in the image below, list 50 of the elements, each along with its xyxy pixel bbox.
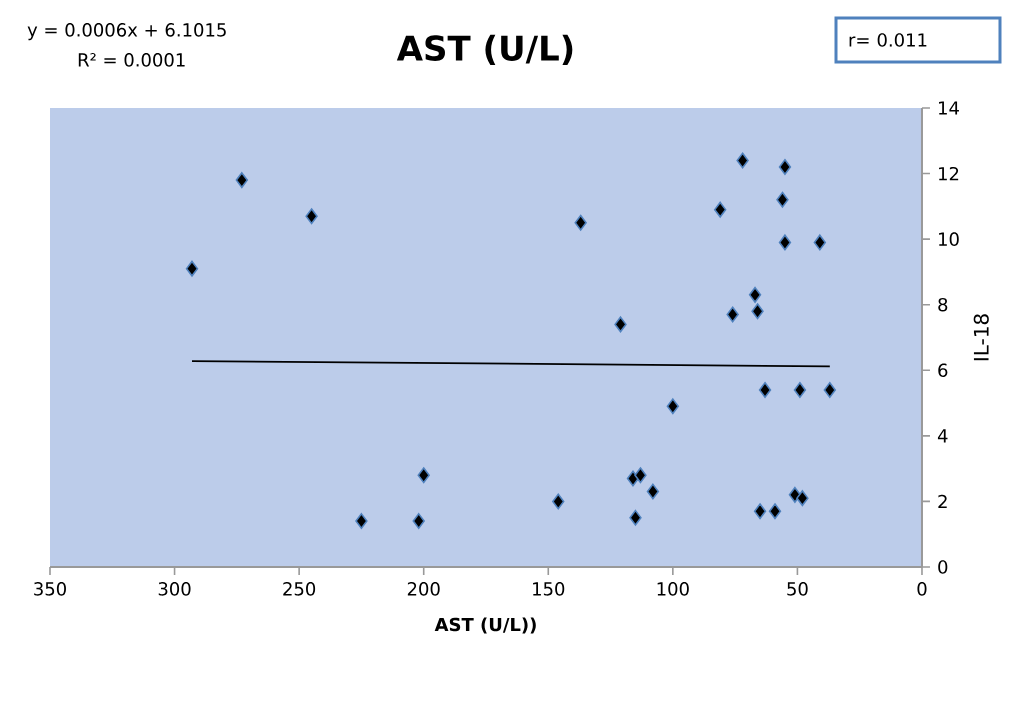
point	[713, 201, 727, 218]
point	[614, 316, 627, 333]
point	[758, 381, 772, 398]
point	[813, 234, 827, 251]
point	[646, 483, 660, 500]
point	[305, 208, 318, 225]
x-tick-label: 100	[657, 582, 689, 596]
x-axis-title: AST (U/L))	[434, 617, 536, 634]
point	[355, 513, 368, 530]
chart-title: AST (U/L)	[396, 34, 573, 65]
point	[736, 152, 749, 169]
point	[751, 303, 764, 320]
x-tick-label: 50	[787, 582, 808, 596]
point	[185, 260, 199, 277]
y-tick-label: 14	[939, 101, 959, 115]
point	[634, 467, 647, 484]
x-tick-label: 350	[34, 582, 66, 596]
point	[823, 381, 836, 398]
point	[412, 513, 425, 530]
y-tick-label: 12	[939, 166, 959, 181]
point	[768, 503, 782, 520]
point	[748, 286, 762, 303]
x-tick-label: 150	[533, 582, 565, 596]
x-tick-label: 0	[917, 582, 927, 596]
point	[793, 381, 807, 398]
y-tick-label: 2	[938, 494, 947, 509]
point	[552, 493, 565, 510]
y-tick-label: 6	[938, 363, 948, 378]
x-tick-label: 200	[407, 582, 440, 596]
y-tick-label: 8	[938, 297, 948, 312]
point	[778, 159, 792, 176]
point	[753, 503, 767, 520]
point	[417, 467, 430, 484]
point	[574, 214, 587, 231]
x-tick-label: 300	[158, 582, 191, 596]
y-axis-title: IL-18	[973, 314, 989, 361]
text: r= 0.011	[849, 33, 927, 47]
point	[726, 306, 739, 323]
point	[235, 172, 249, 189]
point	[796, 490, 809, 507]
point	[776, 191, 789, 208]
point	[778, 234, 792, 251]
text: R² = 0.0001	[78, 53, 185, 67]
y-tick-label: 10	[939, 232, 959, 246]
point	[629, 509, 642, 526]
text: y = 0.0006x + 6.1015	[27, 23, 226, 41]
point	[666, 398, 680, 415]
y-tick-label: 4	[937, 429, 948, 443]
x-tick-label: 250	[283, 582, 316, 596]
y-tick-label: 0	[938, 560, 948, 574]
